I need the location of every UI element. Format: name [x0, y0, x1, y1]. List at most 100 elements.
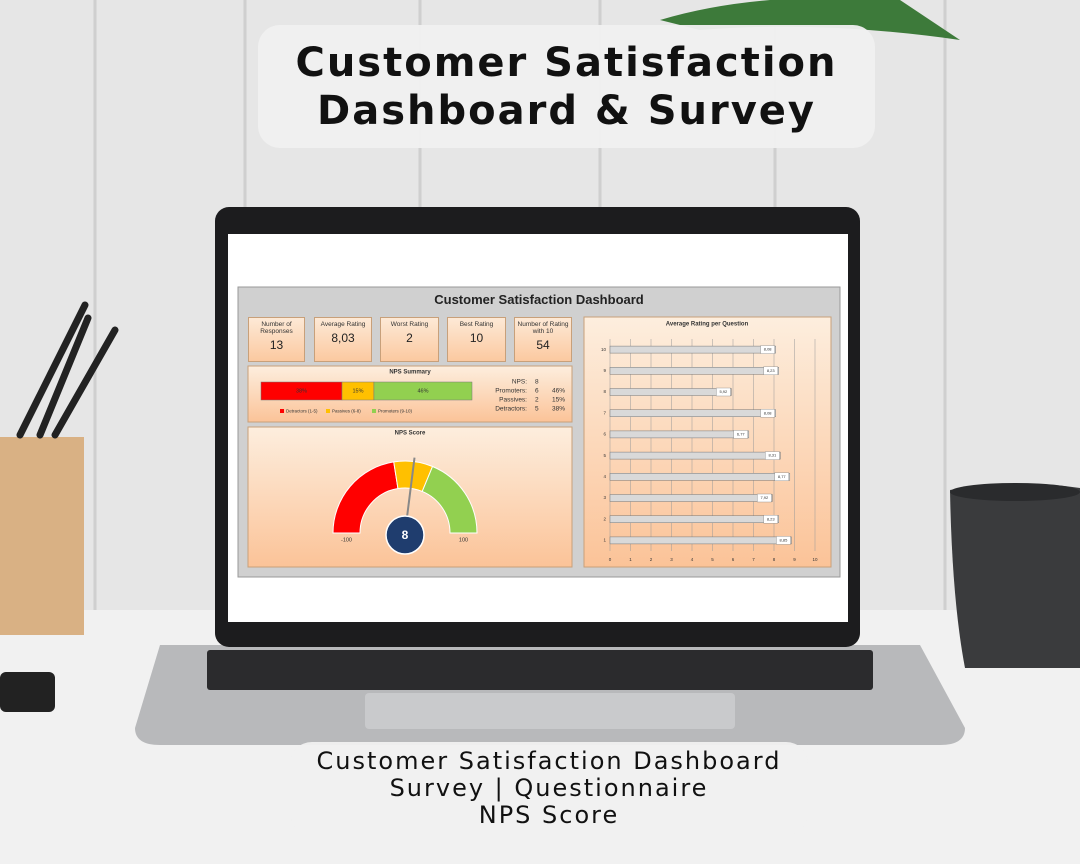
value-label-box — [765, 451, 780, 460]
segment-label: 46% — [417, 388, 428, 394]
x-tick-label: 3 — [670, 557, 673, 562]
charts: NPS: 8 Promoters: 6 46% Passives: 2 15% Detracto… — [260, 322, 818, 562]
kpi-value: 54 — [536, 338, 550, 352]
kpi-value: 2 — [406, 331, 413, 345]
nps-row-cell: 15% — [552, 397, 565, 404]
x-tick-label: 8 — [773, 557, 776, 562]
kpi-label: Best Rating — [459, 321, 494, 328]
keyboard — [207, 650, 873, 690]
y-tick-label: 8 — [603, 389, 606, 394]
kpi-value: 8,03 — [331, 331, 355, 345]
value-label: 8,77 — [778, 474, 787, 479]
value-label: 8,23 — [767, 368, 776, 373]
bar-chart-box — [583, 316, 832, 568]
bar — [609, 345, 776, 354]
segment-label: 38% — [296, 388, 307, 394]
legend-label: Detractors (1-5) — [286, 409, 318, 414]
segment-label: 15% — [352, 388, 363, 394]
gauge-tick-label: -100 — [341, 537, 352, 543]
mug — [950, 483, 1080, 668]
pencils — [16, 301, 119, 439]
x-tick-label: 1 — [629, 557, 632, 562]
x-tick-label: 7 — [752, 557, 755, 562]
y-tick-label: 1 — [603, 538, 606, 543]
footer-line: NPS Score — [478, 801, 620, 829]
kpi-card: Worst Rating 2 — [380, 317, 439, 362]
nps-row-cell: 8 — [535, 379, 539, 386]
y-tick-label: 9 — [603, 368, 606, 373]
chart-title: Average Rating per Question — [666, 322, 749, 328]
legend-swatch — [372, 409, 376, 413]
stacked-segment — [373, 381, 473, 401]
footer-pill: Customer Satisfaction Dashboard Survey |… — [290, 742, 808, 835]
footer-line: Customer Satisfaction Dashboard — [316, 747, 782, 775]
nps-row-cell: 5 — [535, 406, 539, 413]
value-label-box — [716, 387, 731, 397]
value-label-box — [776, 536, 791, 545]
y-tick-label: 7 — [603, 410, 606, 415]
value-label: 8,85 — [780, 537, 789, 542]
y-tick-label: 5 — [603, 453, 606, 458]
nps-row-cell: 2 — [535, 397, 539, 404]
notebook — [0, 672, 55, 712]
chart-title: NPS Score — [395, 431, 426, 437]
value-label-box — [733, 430, 748, 439]
x-tick-label: 9 — [793, 557, 796, 562]
bar — [609, 473, 791, 481]
pencil-cup — [0, 437, 84, 635]
kpi-card: Number of Responses 13 — [248, 317, 305, 362]
nps-row-cell: Promoters: — [495, 388, 527, 395]
value-label: 8,08 — [764, 347, 773, 352]
bar — [609, 430, 750, 439]
nps-row-cell: NPS: — [512, 379, 527, 386]
kpi-card: Best Rating 10 — [447, 317, 506, 362]
y-tick-label: 2 — [603, 516, 606, 521]
value-label: 8,23 — [767, 516, 776, 521]
gauge-tick-label: 100 — [459, 537, 468, 543]
nps-row-cell: Passives: — [499, 397, 527, 404]
nps-row-cell: 46% — [552, 388, 565, 395]
gauge-value: 8 — [402, 528, 409, 542]
legend-swatch — [326, 409, 330, 413]
kpi-card: Number of Rating with 10 54 — [514, 317, 572, 362]
y-tick-label: 6 — [603, 432, 606, 437]
header-title: Customer Satisfaction — [295, 40, 838, 86]
gauge-hub — [385, 515, 425, 555]
kpi-card: Average Rating 8,03 — [314, 317, 372, 362]
x-tick-label: 6 — [732, 557, 735, 562]
value-label-box — [760, 409, 775, 418]
nps-row-cell: 38% — [552, 406, 565, 413]
x-tick-label: 5 — [711, 557, 714, 562]
legend-label: Passives (6-8) — [332, 409, 361, 414]
x-tick-label: 10 — [812, 557, 818, 562]
value-label-box — [774, 472, 789, 481]
kpi-value: 10 — [469, 331, 484, 345]
nps-row-cell: 6 — [535, 388, 539, 395]
bar — [609, 536, 792, 545]
mug-rim — [950, 483, 1080, 501]
y-tick-label: 3 — [603, 495, 606, 500]
gauge-band — [421, 465, 478, 534]
kpi-label: Number of Responses — [260, 321, 293, 335]
header-pill: Customer Satisfaction Dashboard & Survey — [258, 25, 875, 148]
value-label: 7,92 — [760, 495, 769, 500]
header-title: Dashboard & Survey — [317, 88, 816, 134]
x-tick-label: 2 — [650, 557, 653, 562]
value-label: 8,08 — [764, 410, 773, 415]
kpi-label: Average Rating — [320, 321, 366, 328]
value-label-box — [763, 515, 778, 524]
bar — [609, 409, 776, 417]
bar — [609, 388, 732, 396]
y-tick-label: 10 — [601, 347, 607, 352]
value-label-box — [760, 345, 775, 354]
plant-leaf — [660, 0, 960, 40]
chart-title: NPS Summary — [389, 370, 431, 376]
bar — [609, 515, 779, 523]
value-label-box — [763, 366, 778, 375]
bar — [609, 494, 773, 502]
x-tick-label: 0 — [609, 557, 612, 562]
kpi-label: Number of Rating with 10 — [517, 321, 569, 335]
trackpad — [365, 693, 735, 729]
nps-row-cell: Detractors: — [495, 406, 527, 413]
y-tick-label: 4 — [603, 474, 606, 479]
